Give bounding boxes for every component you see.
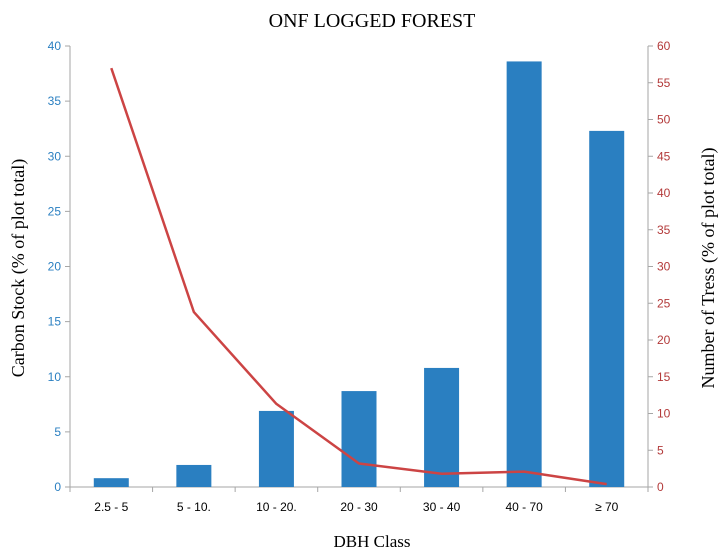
y-right-tick-label: 55 xyxy=(657,76,671,90)
y-left-tick-label: 35 xyxy=(48,94,62,108)
x-tick-label: 5 - 10. xyxy=(177,500,211,514)
bar xyxy=(424,367,460,487)
bar xyxy=(258,410,294,487)
bar xyxy=(93,478,129,487)
plot-area: 0 5 10 15 20 25 30 35 40 0 5 10 15 20 25 30 35 40 45 50 55 60… xyxy=(48,39,671,514)
y-left-tick-label: 0 xyxy=(54,480,61,494)
y-left-tick-label: 30 xyxy=(48,149,62,163)
bar xyxy=(589,130,625,487)
chart-title: ONF LOGGED FOREST xyxy=(269,10,476,32)
x-tick-label: 20 - 30 xyxy=(340,500,378,514)
x-tick-label: ≥ 70 xyxy=(595,500,619,514)
y-axis-right-label: Number of Tress (% of plot total) xyxy=(698,148,719,389)
y-right-tick-label: 50 xyxy=(657,113,671,127)
bar xyxy=(506,61,542,488)
x-tick-label: 30 - 40 xyxy=(423,500,461,514)
y-right-tick-label: 30 xyxy=(657,260,671,274)
y-right-tick-label: 15 xyxy=(657,370,671,384)
y-left-tick-label: 40 xyxy=(48,39,62,53)
y-right-tick-label: 40 xyxy=(657,186,671,200)
x-axis-label: DBH Class xyxy=(334,532,411,551)
y-right-tick-label: 25 xyxy=(657,296,671,310)
y-right-tick-label: 60 xyxy=(657,39,671,53)
y-right-tick-label: 10 xyxy=(657,407,671,421)
y-left-tick-label: 20 xyxy=(48,260,62,274)
y-right-tick-label: 0 xyxy=(657,480,664,494)
y-left-tick-label: 15 xyxy=(48,315,62,329)
y-left-tick-label: 25 xyxy=(48,204,62,218)
x-tick-label: 2.5 - 5 xyxy=(94,500,128,514)
y-left-tick-label: 10 xyxy=(48,370,62,384)
x-tick-label: 40 - 70 xyxy=(505,500,543,514)
y-right-tick-label: 45 xyxy=(657,149,671,163)
x-tick-label: 10 - 20. xyxy=(256,500,297,514)
bar xyxy=(176,464,212,487)
y-right-tick-label: 5 xyxy=(657,443,664,457)
y-axis-left-label: Carbon Stock (% of plot total) xyxy=(8,159,29,377)
bar xyxy=(341,391,377,487)
y-right-tick-label: 20 xyxy=(657,333,671,347)
y-left-tick-label: 5 xyxy=(54,425,61,439)
y-right-tick-label: 35 xyxy=(657,223,671,237)
